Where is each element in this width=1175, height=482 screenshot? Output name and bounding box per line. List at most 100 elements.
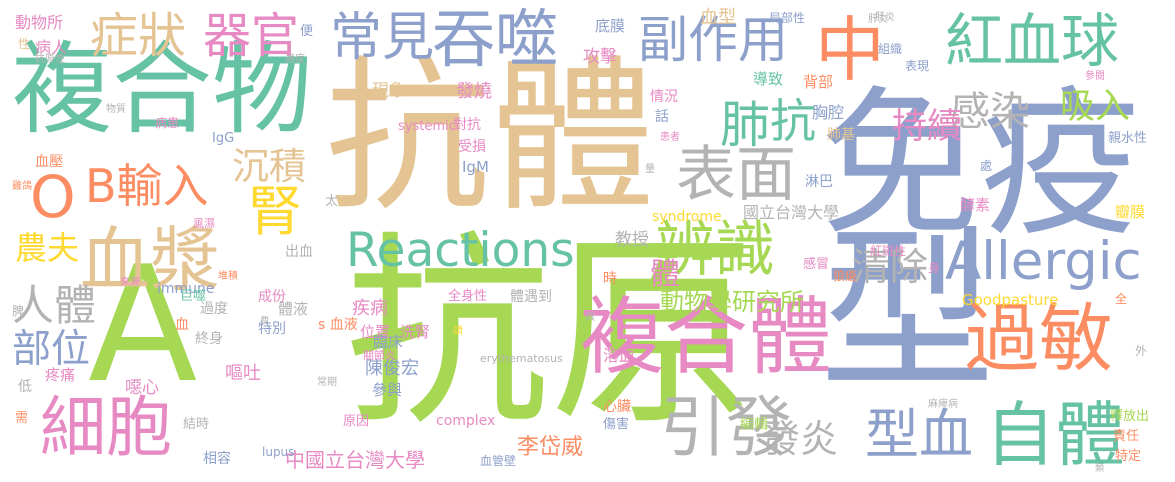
word-cloud-term: 疾病	[352, 298, 388, 319]
word-cloud-term: IgM	[462, 158, 489, 176]
word-cloud-term: 釋放出	[1110, 409, 1150, 424]
word-cloud-term: 中	[815, 9, 885, 91]
word-cloud-term: 酵素	[960, 196, 991, 214]
word-cloud-term: 部位	[12, 327, 91, 372]
word-cloud-term: 抗體	[325, 41, 655, 233]
word-cloud-term: lupus	[262, 445, 295, 459]
word-cloud-term: 教授	[615, 230, 649, 250]
word-cloud-term: 處	[980, 159, 993, 173]
word-cloud-term: 吸入	[1060, 87, 1131, 127]
word-cloud-term: 感染	[950, 89, 1030, 135]
word-cloud-term: 傷害	[603, 417, 630, 432]
word-cloud-term: 身	[928, 261, 941, 275]
word-cloud-term: 體	[650, 257, 680, 292]
word-cloud-term: 症狀	[90, 8, 187, 64]
word-cloud-term: 外	[1135, 344, 1148, 358]
word-cloud-term: 終身	[195, 331, 223, 347]
word-cloud-term: 特定	[1115, 449, 1142, 464]
word-cloud-term: 陳俊宏	[365, 358, 419, 379]
word-cloud-term: 體液	[278, 300, 309, 318]
word-cloud-term: 現象	[372, 81, 406, 101]
word-cloud-term: 成份	[258, 289, 286, 305]
word-cloud-term: B輸入	[85, 159, 209, 213]
word-cloud-term: 副作用	[638, 11, 788, 69]
word-cloud-term: 人體	[12, 281, 97, 330]
word-cloud-term: 適度	[285, 54, 305, 65]
word-cloud-term: systemic	[398, 119, 456, 134]
word-cloud-term: 中國立台灣大學	[285, 448, 425, 472]
word-cloud-term: 參閱	[1085, 71, 1105, 82]
word-cloud-term: 吞噬	[432, 3, 558, 76]
word-cloud-term: 李岱威	[517, 435, 584, 460]
word-cloud-term: 來源	[120, 277, 140, 288]
word-cloud-term: 肝炎	[868, 14, 888, 25]
word-cloud-term: 低	[18, 379, 32, 395]
word-cloud-term: 出血	[285, 244, 313, 260]
word-cloud-term: 太	[325, 194, 339, 209]
word-cloud-term: 紅血球	[945, 7, 1120, 75]
word-cloud-term: 結時	[183, 417, 210, 432]
word-cloud-term: 病人	[35, 38, 68, 57]
word-cloud-term: 量	[645, 164, 655, 175]
word-cloud-term: 常期	[317, 377, 337, 388]
word-cloud-term: 引發	[660, 389, 792, 466]
word-cloud-term: 位置	[360, 323, 391, 341]
word-cloud-term: 狼瘡	[833, 269, 858, 283]
word-cloud-term: 清除	[852, 245, 929, 289]
word-cloud-term: 全	[1115, 292, 1128, 306]
word-cloud-term: 細胞	[40, 389, 172, 466]
word-cloud-term: 免疫	[820, 71, 1141, 258]
word-cloud-term: 底膜	[595, 17, 626, 35]
word-cloud-term: 農夫	[15, 229, 80, 267]
word-cloud-term: 請	[453, 326, 463, 337]
word-cloud-term: 堆積	[218, 271, 238, 282]
word-cloud-term: 國立台灣大學	[743, 203, 840, 222]
word-cloud-term: 編輯	[740, 417, 768, 433]
word-cloud-term: 表現	[905, 59, 930, 73]
word-cloud-term: 抗	[770, 94, 816, 148]
word-cloud-term: 風濕	[193, 217, 215, 230]
word-cloud-term: 參與	[372, 381, 403, 399]
word-cloud-term: immune	[157, 281, 215, 297]
word-cloud-term: 患者	[660, 132, 680, 143]
word-cloud-term: 費	[260, 317, 270, 327]
word-cloud-term: 臨床	[373, 333, 404, 351]
word-cloud-term: 動物所	[15, 13, 64, 32]
word-cloud-term: 受損	[458, 139, 486, 155]
word-cloud-term: O	[30, 163, 76, 231]
word-cloud-term: 紅斑性	[870, 244, 907, 258]
word-cloud-term: 器官	[203, 8, 300, 64]
word-cloud-term: 脾	[12, 304, 25, 318]
word-cloud-term: 沉積	[232, 145, 306, 188]
word-cloud-term: Reactions	[346, 223, 575, 278]
word-cloud-term: 相容	[203, 451, 231, 467]
word-cloud-term: 全身性	[448, 289, 488, 304]
word-cloud-term: 型	[820, 211, 995, 414]
word-cloud-term: 體遇到	[510, 289, 552, 305]
word-cloud-term: 腎	[248, 180, 302, 243]
word-cloud-term: 發炎	[762, 417, 839, 461]
word-cloud-term: 背部	[803, 73, 834, 91]
word-cloud-term: 血壓	[35, 154, 63, 170]
word-cloud-term: 淋巴	[805, 174, 833, 190]
word-cloud-term: 原因	[343, 414, 370, 429]
word-cloud-term: 感冒	[803, 257, 830, 272]
word-cloud-term: 親水性	[1108, 131, 1148, 146]
word-cloud-term: 對抗	[453, 117, 481, 133]
word-cloud-term: 抗原	[345, 215, 755, 453]
word-cloud-term: 攻擊	[583, 47, 617, 67]
word-cloud-term: 型血	[865, 403, 973, 466]
word-cloud-term: 類	[1095, 464, 1105, 474]
word-cloud-term: 巨噬	[180, 289, 207, 304]
word-cloud-term: 過度	[200, 301, 228, 317]
word-cloud-term: 動物學研究所	[660, 288, 804, 316]
word-cloud-term: erythematosus	[480, 352, 563, 365]
word-cloud-term: Goodpasture	[962, 291, 1059, 309]
word-cloud-term: IgG	[212, 131, 235, 146]
word-cloud-term: 導致	[753, 70, 784, 88]
word-cloud-term: 抗原性	[35, 54, 65, 65]
word-cloud-term: 瓣膜	[1115, 203, 1146, 221]
word-cloud-term: 情況	[650, 89, 678, 105]
word-cloud-term: 特別	[258, 321, 286, 337]
